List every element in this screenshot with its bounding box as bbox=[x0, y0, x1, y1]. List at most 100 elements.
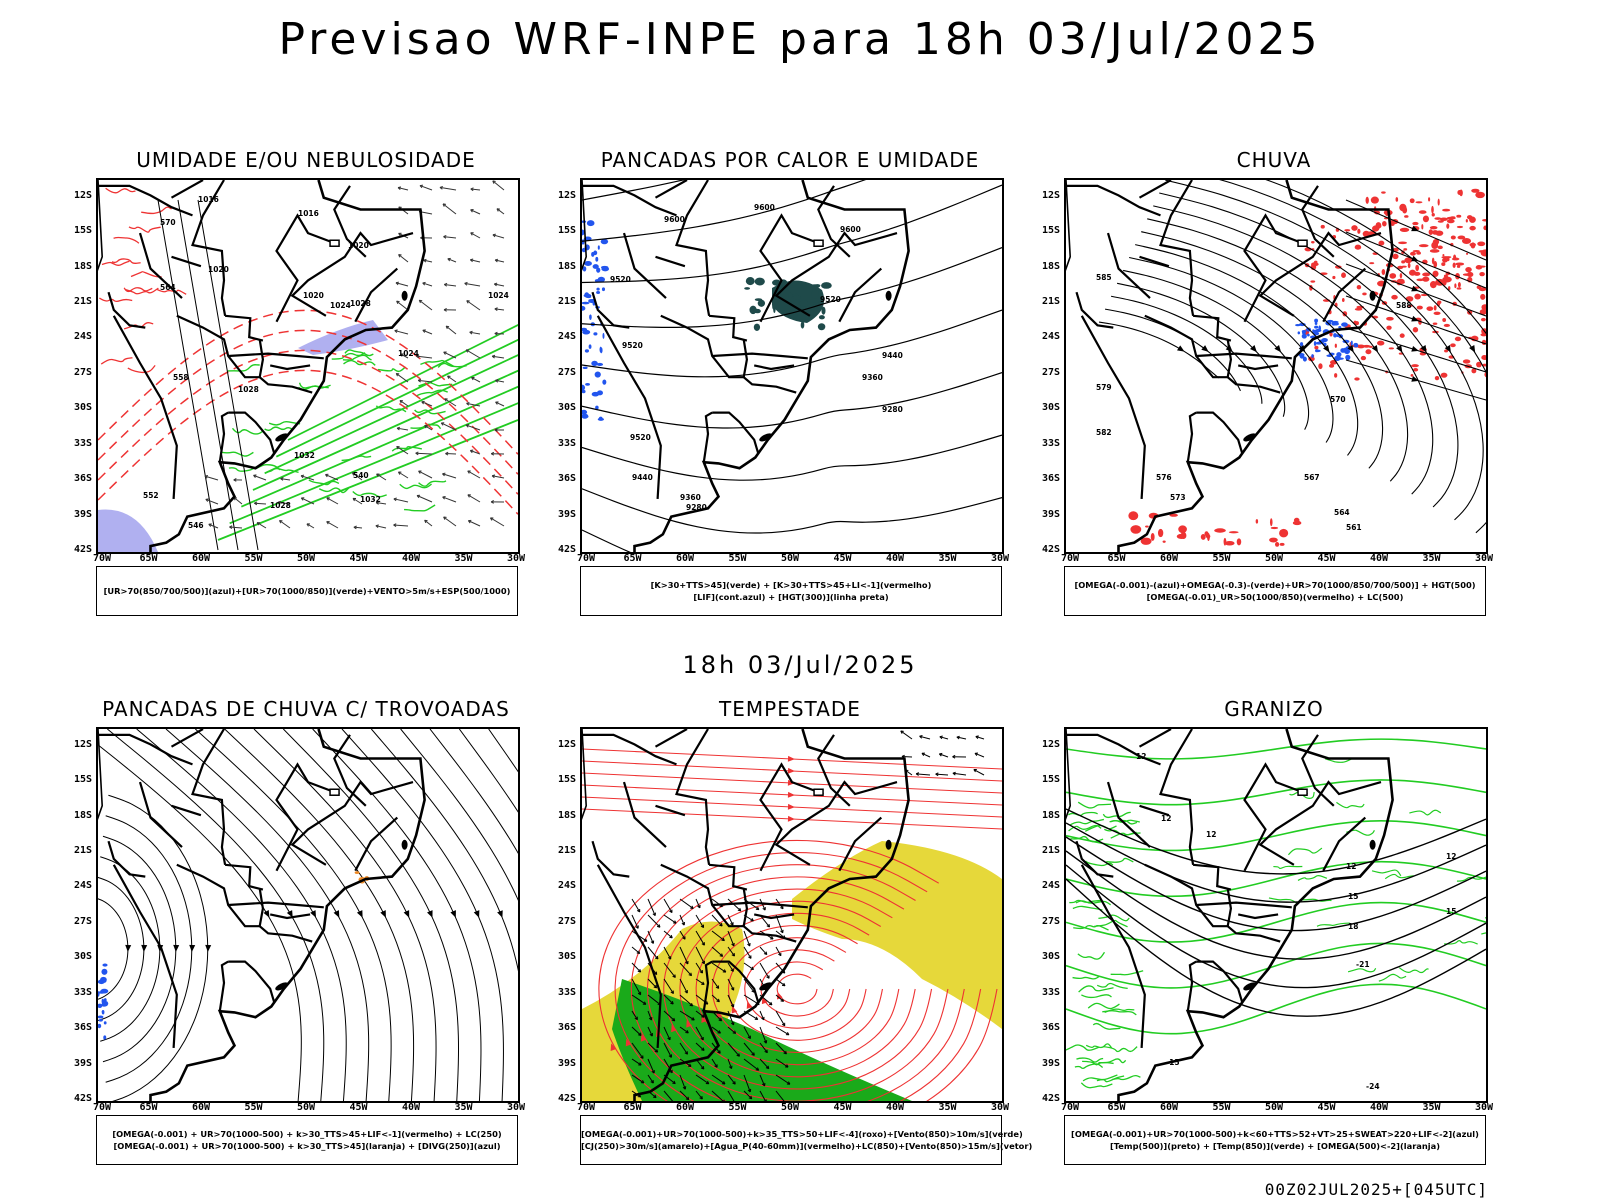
longitude-tick-label: 50W bbox=[296, 553, 316, 564]
contour-label: 15 bbox=[1348, 892, 1358, 901]
contour-label: 564 bbox=[1334, 508, 1350, 517]
longitude-tick-label: 45W bbox=[349, 553, 368, 564]
latitude-tick-label: 15S bbox=[1041, 225, 1060, 237]
panel-legend: [K>30+TTS>45](verde) + [K>30+TTS>45+LI<-… bbox=[580, 566, 1002, 616]
panel-legend: [OMEGA(-0.001) + UR>70(1000-500) + k>30_… bbox=[96, 1115, 518, 1165]
latitude-tick-label: 27S bbox=[557, 366, 576, 378]
latitude-tick-label: 21S bbox=[1041, 296, 1060, 307]
latitude-tick-label: 12S bbox=[1041, 738, 1060, 750]
contour-label: 9600 bbox=[664, 215, 685, 224]
longitude-tick-label: 35W bbox=[1422, 553, 1441, 564]
longitude-tick-label: 50W bbox=[780, 553, 800, 564]
longitude-axis: 70W 65W 60W 55W 50W 45W 40W 35W 30W bbox=[92, 553, 525, 567]
latitude-tick-label: 30S bbox=[557, 402, 576, 414]
contour-label: 1016 bbox=[198, 195, 219, 204]
latitude-axis: 12S 15S 18S 21S 24S 27S 30S 33S 36S 39S 42S bbox=[548, 178, 576, 555]
longitude-tick-label: 70W bbox=[1060, 1102, 1080, 1113]
longitude-tick-label: 65W bbox=[1107, 1102, 1126, 1113]
latitude-tick-label: 39S bbox=[557, 1057, 576, 1069]
latitude-tick-label: 12S bbox=[557, 189, 576, 201]
longitude-tick-label: 45W bbox=[1317, 1102, 1336, 1113]
panel-legend: [OMEGA(-0.001)+UR>70(1000-500)+k<60+TTS>… bbox=[1064, 1115, 1486, 1165]
longitude-tick-label: 55W bbox=[1212, 1102, 1231, 1113]
latitude-tick-label: 30S bbox=[1041, 402, 1060, 414]
legend-line: [OMEGA(-0.001)+UR>70(1000-500)+k<60+TTS>… bbox=[1071, 1129, 1479, 1139]
longitude-tick-label: 65W bbox=[623, 553, 642, 564]
longitude-tick-label: 65W bbox=[139, 553, 158, 564]
longitude-tick-label: 35W bbox=[1422, 1102, 1441, 1113]
latitude-tick-label: 39S bbox=[1041, 508, 1060, 520]
contour-label: 12 bbox=[1161, 814, 1171, 823]
longitude-tick-label: 40W bbox=[401, 553, 421, 564]
contour-label: 9440 bbox=[882, 351, 903, 360]
contour-label: 588 bbox=[1396, 301, 1412, 310]
contour-label: 1020 bbox=[348, 241, 369, 250]
contour-label: 18 bbox=[1348, 922, 1358, 931]
longitude-tick-label: 55W bbox=[244, 553, 263, 564]
longitude-tick-label: 70W bbox=[1060, 553, 1080, 564]
contour-label: -21 bbox=[1356, 960, 1370, 969]
longitude-tick-label: 40W bbox=[885, 1102, 905, 1113]
longitude-tick-label: 50W bbox=[296, 1102, 316, 1113]
latitude-tick-label: 30S bbox=[73, 402, 92, 414]
longitude-axis: 70W 65W 60W 55W 50W 45W 40W 35W 30W bbox=[577, 553, 1009, 567]
latitude-tick-label: 15S bbox=[557, 774, 576, 786]
latitude-tick-label: 42S bbox=[1041, 1093, 1060, 1104]
legend-line: [OMEGA(-0.001) + UR>70(1000-500) + k>30_… bbox=[113, 1141, 501, 1151]
longitude-tick-label: 30W bbox=[1474, 1102, 1494, 1113]
latitude-tick-label: 30S bbox=[73, 951, 92, 963]
contour-label: 1024 bbox=[330, 301, 351, 310]
panel-title: GRANIZO bbox=[1224, 697, 1324, 721]
latitude-tick-label: 12S bbox=[73, 738, 92, 750]
panel-title: PANCADAS DE CHUVA C/ TROVOADAS bbox=[102, 697, 510, 721]
contour-label: 564 bbox=[160, 283, 176, 292]
contour-label: 1020 bbox=[303, 291, 324, 300]
contour-label: 9280 bbox=[686, 503, 707, 512]
contour-label: 12 bbox=[1206, 830, 1216, 839]
longitude-tick-label: 70W bbox=[92, 1102, 112, 1113]
longitude-tick-label: 70W bbox=[92, 553, 112, 564]
legend-line: [OMEGA(-0.001)+UR>70(1000-500)+k>35_TTS>… bbox=[581, 1129, 1023, 1139]
contour-label: 567 bbox=[1304, 473, 1320, 482]
legend-line: [K>30+TTS>45](verde) + [K>30+TTS>45+LI<-… bbox=[650, 580, 932, 590]
longitude-tick-label: 35W bbox=[454, 553, 473, 564]
latitude-axis: 12S 15S 18S 21S 24S 27S 30S 33S 36S 39S 42S bbox=[1032, 727, 1060, 1104]
contour-label: 9440 bbox=[632, 473, 653, 482]
latitude-tick-label: 21S bbox=[1041, 845, 1060, 856]
latitude-tick-label: 24S bbox=[73, 880, 92, 892]
latitude-tick-label: 36S bbox=[557, 1022, 576, 1034]
latitude-tick-label: 18S bbox=[557, 260, 576, 272]
latitude-tick-label: 33S bbox=[1041, 986, 1060, 998]
latitude-tick-label: 36S bbox=[1041, 473, 1060, 485]
longitude-tick-label: 35W bbox=[938, 1102, 957, 1113]
latitude-tick-label: 24S bbox=[557, 880, 576, 892]
legend-line: [Temp(500)](preto) + [Temp(850)](verde) … bbox=[1109, 1141, 1441, 1151]
latitude-axis: 12S 15S 18S 21S 24S 27S 30S 33S 36S 39S 42S bbox=[1032, 178, 1060, 555]
latitude-tick-label: 18S bbox=[73, 809, 92, 821]
latitude-tick-label: 18S bbox=[557, 809, 576, 821]
longitude-axis: 70W 65W 60W 55W 50W 45W 40W 35W 30W bbox=[1060, 1102, 1493, 1116]
latitude-tick-label: 42S bbox=[73, 544, 92, 555]
contour-label: 540 bbox=[353, 471, 369, 480]
contour-label: 576 bbox=[1156, 473, 1172, 482]
contour-label: 1024 bbox=[488, 291, 509, 300]
contour-label: 15 bbox=[1446, 907, 1456, 916]
latitude-tick-label: 15S bbox=[557, 225, 576, 237]
contour-label: 9600 bbox=[840, 225, 861, 234]
latitude-tick-label: 18S bbox=[73, 260, 92, 272]
latitude-tick-label: 39S bbox=[73, 1057, 92, 1069]
latitude-tick-label: 36S bbox=[73, 1022, 92, 1034]
contour-label: 573 bbox=[1170, 493, 1186, 502]
contour-label: 579 bbox=[1096, 383, 1112, 392]
contour-label: 9520 bbox=[610, 275, 631, 284]
longitude-tick-label: 60W bbox=[675, 553, 695, 564]
latitude-tick-label: 21S bbox=[73, 296, 92, 307]
longitude-tick-label: 45W bbox=[349, 1102, 368, 1113]
panel-title: TEMPESTADE bbox=[719, 697, 861, 721]
longitude-tick-label: 60W bbox=[1159, 553, 1179, 564]
weather-map bbox=[96, 727, 520, 1103]
longitude-tick-label: 30W bbox=[506, 1102, 526, 1113]
latitude-tick-label: 27S bbox=[557, 915, 576, 927]
